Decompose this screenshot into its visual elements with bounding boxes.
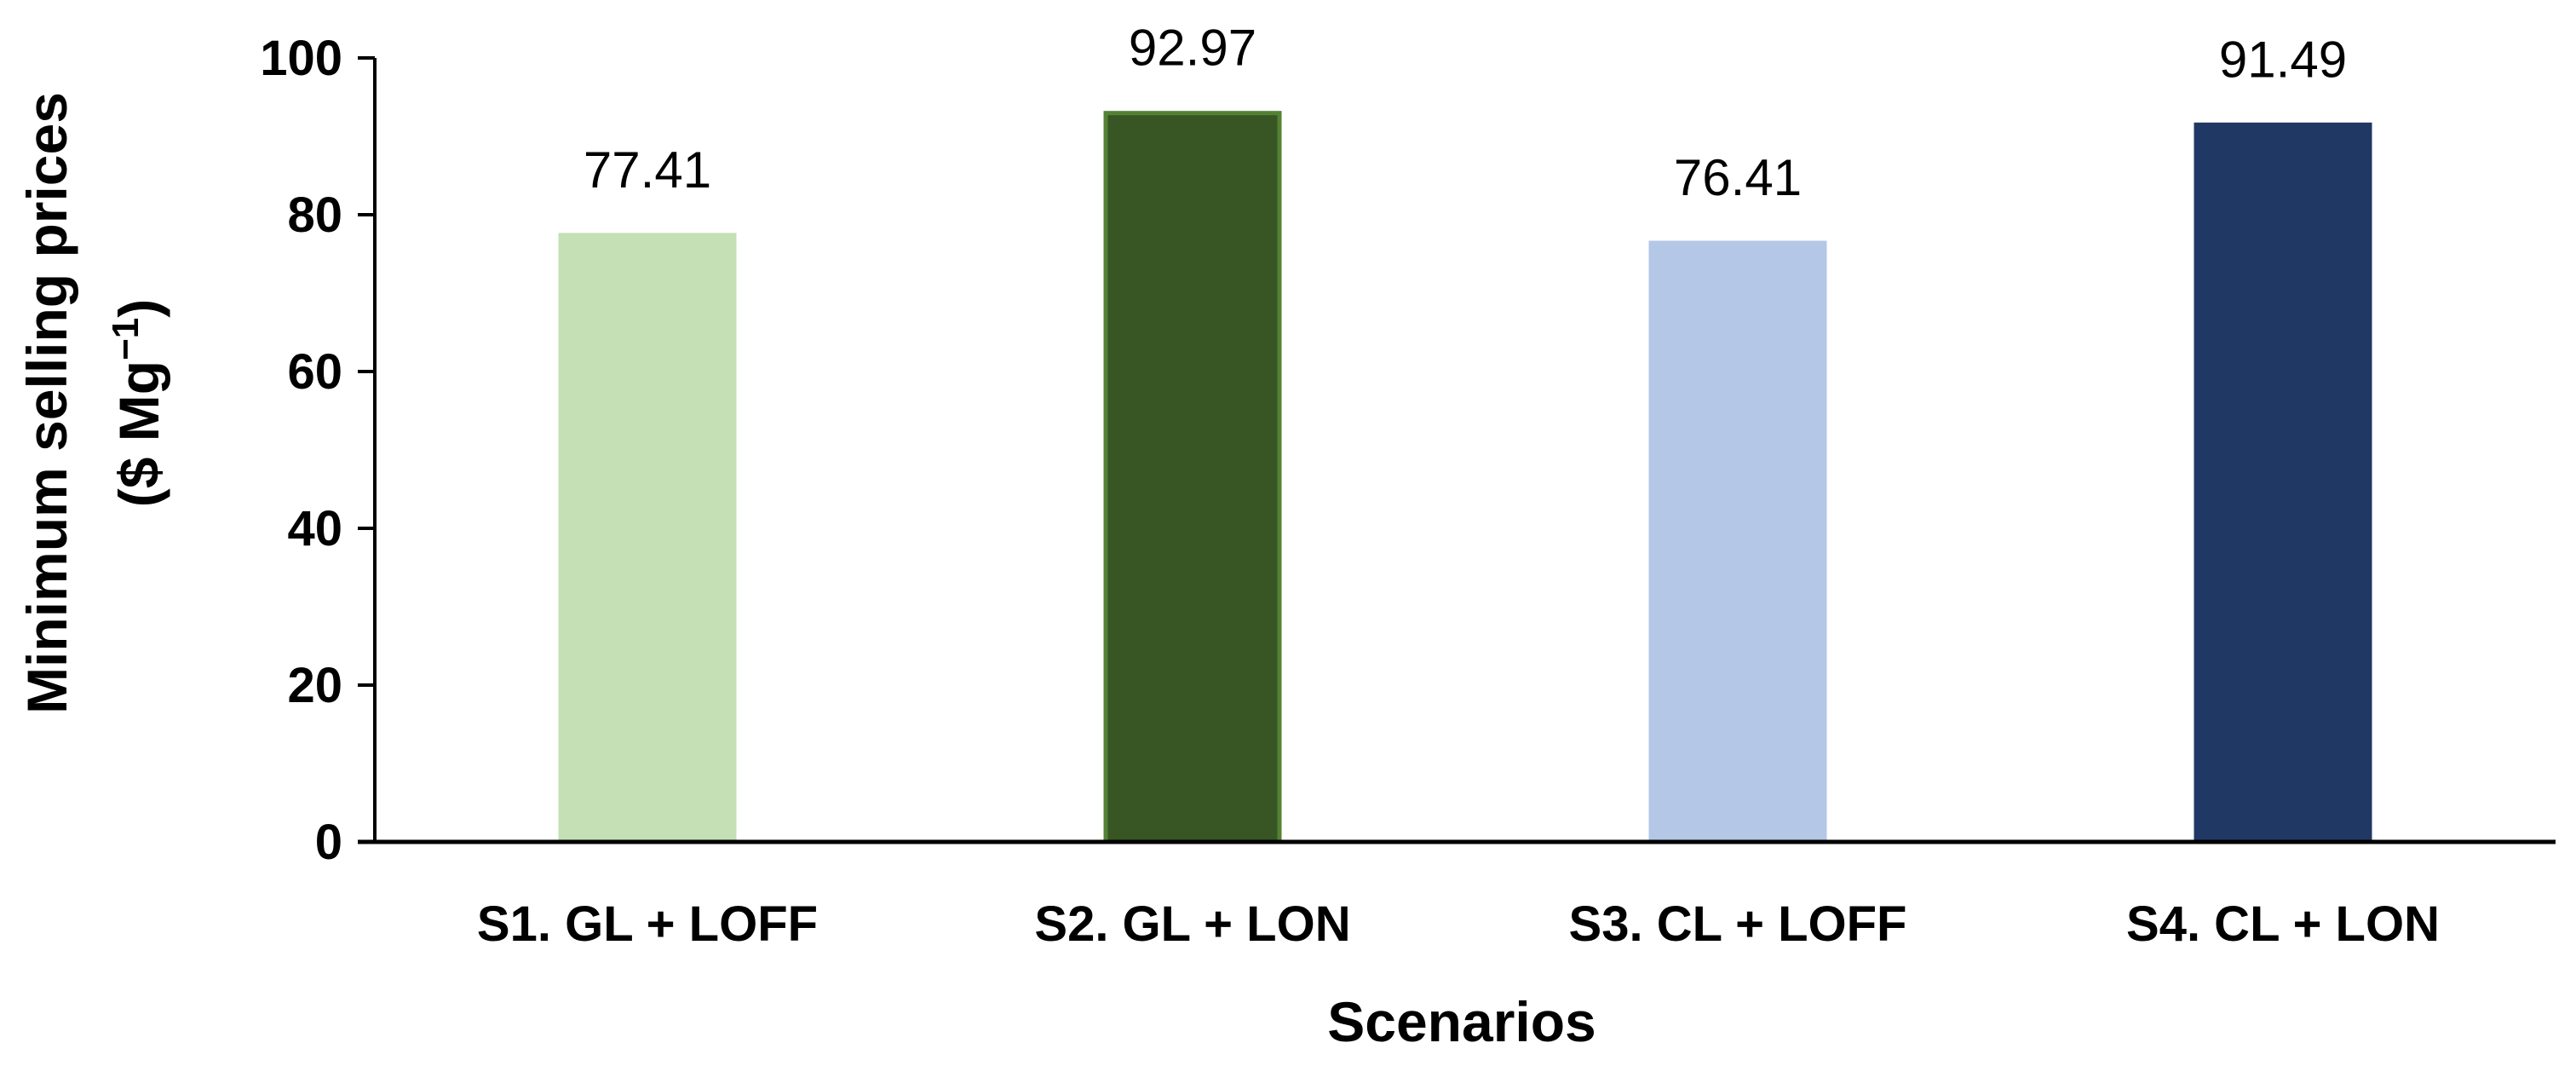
category-label-1: S1. GL + LOFF bbox=[477, 896, 818, 952]
category-label-2: S2. GL + LON bbox=[1034, 896, 1350, 952]
data-label-3: 76.41 bbox=[1674, 149, 1802, 206]
data-label-4: 91.49 bbox=[2219, 31, 2347, 88]
labels: 77.41 S1. GL + LOFF 92.97 S2. GL + LON 76.41… bbox=[477, 20, 2440, 952]
category-label-3: S3. CL + LOFF bbox=[1569, 896, 1907, 952]
bar-2 bbox=[1103, 111, 1282, 844]
y-axis-title: Minimum selling prices ($ Mg−1) bbox=[15, 92, 170, 714]
y-tick-label-0: 0 bbox=[315, 815, 342, 870]
y-axis-unit-suffix: ) bbox=[107, 299, 170, 318]
y-tick-label-60: 60 bbox=[287, 344, 342, 400]
y-tick-label-40: 40 bbox=[287, 501, 342, 556]
y-axis-title-line2: ($ Mg−1) bbox=[105, 299, 170, 507]
bars bbox=[558, 111, 2372, 844]
bar-3 bbox=[1648, 240, 1827, 844]
y-axis-unit-exponent: −1 bbox=[105, 318, 147, 360]
y-tick-label-100: 100 bbox=[260, 31, 342, 86]
x-axis-title: Scenarios bbox=[1327, 990, 1596, 1053]
bar-4 bbox=[2194, 122, 2372, 844]
bar-1 bbox=[558, 233, 737, 844]
y-axis-unit-prefix: ($ Mg bbox=[107, 360, 170, 507]
data-label-2: 92.97 bbox=[1129, 20, 1256, 77]
y-axis-title-line1: Minimum selling prices bbox=[15, 92, 78, 714]
category-label-4: S4. CL + LON bbox=[2126, 896, 2440, 952]
y-tick-label-80: 80 bbox=[287, 187, 342, 243]
y-axis-ticks: 0 20 40 60 80 100 bbox=[260, 31, 375, 870]
axes bbox=[358, 58, 2556, 844]
y-tick-label-20: 20 bbox=[287, 658, 342, 713]
data-label-1: 77.41 bbox=[584, 141, 711, 199]
